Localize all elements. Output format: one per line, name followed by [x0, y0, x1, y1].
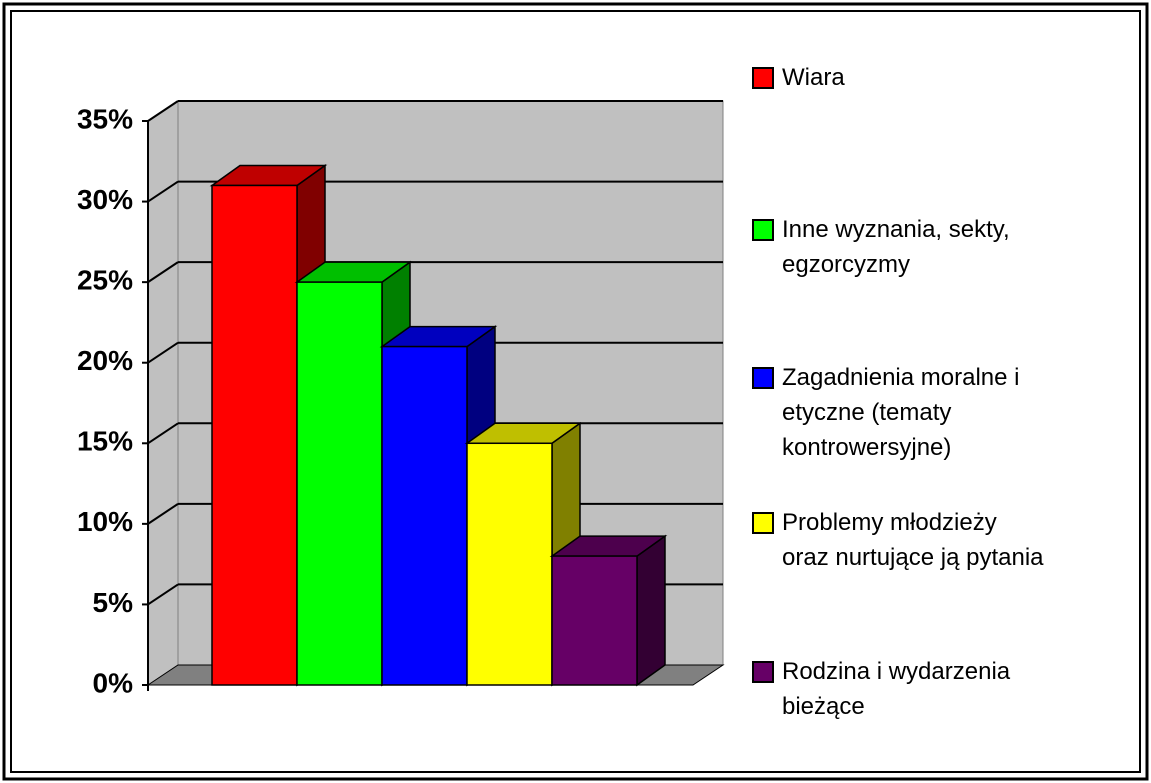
- bar-front: [296, 281, 383, 686]
- legend-swatch: [752, 367, 774, 389]
- bar-front: [381, 345, 468, 686]
- y-tick-label: 0%: [93, 667, 134, 698]
- bar: [549, 534, 668, 687]
- side-wall: [147, 100, 179, 686]
- legend-item: Problemy młodzieży oraz nurtujące ją pyt…: [752, 508, 1044, 575]
- y-tick-label: 30%: [77, 184, 133, 215]
- legend: Wiara Inne wyznania, sekty, egzorcyzmy Zag…: [752, 0, 1147, 783]
- legend-label: Zagadnienia moralne i etyczne (tematy ko…: [782, 364, 1020, 461]
- bar-front: [211, 184, 298, 686]
- y-tick-label: 20%: [77, 345, 133, 376]
- legend-item: Inne wyznania, sekty, egzorcyzmy: [752, 215, 1010, 282]
- bar-side: [636, 534, 666, 687]
- legend-label: Inne wyznania, sekty, egzorcyzmy: [782, 216, 1010, 278]
- grid-line: [147, 422, 179, 445]
- y-tick-label: 10%: [77, 506, 133, 537]
- grid-line: [147, 341, 179, 364]
- bar-front: [466, 442, 553, 686]
- legend-label: Wiara: [782, 64, 845, 91]
- legend-swatch: [752, 512, 774, 534]
- legend-item: Rodzina i wydarzenia bieżące: [752, 657, 1010, 724]
- grid-line: [147, 583, 179, 606]
- y-tick-label: 15%: [77, 426, 133, 457]
- grid-line: [147, 261, 179, 283]
- bar-front: [551, 555, 638, 686]
- legend-item: Zagadnienia moralne i etyczne (tematy ko…: [752, 363, 1019, 465]
- legend-label: Problemy młodzieży oraz nurtujące ją pyt…: [782, 509, 1044, 571]
- legend-swatch: [752, 219, 774, 241]
- grid-line: [147, 503, 179, 525]
- y-tick-label: 5%: [93, 587, 134, 618]
- y-tick-label: 25%: [77, 265, 133, 296]
- inner-frame: [10, 10, 1141, 773]
- legend-swatch: [752, 661, 774, 683]
- legend-swatch: [752, 67, 774, 89]
- legend-label: Rodzina i wydarzenia bieżące: [782, 658, 1011, 720]
- grid-line: [147, 180, 179, 203]
- legend-item: Wiara: [752, 63, 845, 95]
- grid-line: [147, 100, 179, 122]
- y-tick-label: 35%: [77, 103, 133, 134]
